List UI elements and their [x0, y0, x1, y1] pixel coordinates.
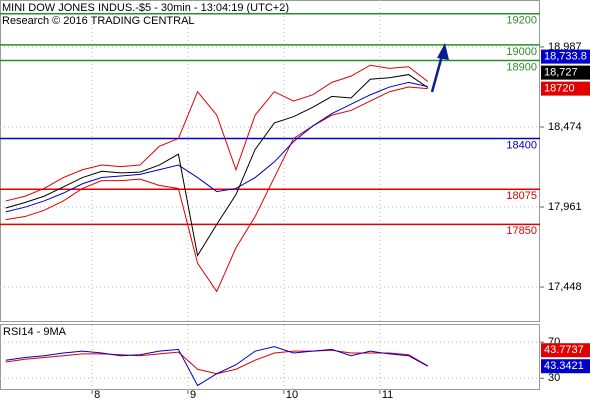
series-line	[5, 349, 429, 375]
series-line	[5, 64, 429, 202]
last-value-label: 43.3421	[544, 360, 584, 372]
last-value-label: 43.7737	[544, 344, 584, 356]
y-tick-label: 17,448	[548, 281, 582, 293]
level-label: 18075	[506, 190, 537, 202]
arrow-head	[437, 43, 449, 60]
last-value-box	[541, 359, 590, 374]
x-tick-label: 8	[94, 389, 100, 400]
level-label: 18900	[506, 61, 537, 73]
rsi-frame	[0, 324, 540, 390]
last-value-box	[541, 81, 590, 96]
last-value-label: 18720	[544, 83, 575, 95]
level-label: 17850	[506, 225, 537, 237]
series-line	[5, 346, 429, 387]
x-tick-label: 11	[382, 389, 393, 400]
level-label: 18400	[506, 139, 537, 151]
y-tick-label: 30	[548, 372, 560, 384]
chart-subtitle: Research © 2016 TRADING CENTRAL	[2, 15, 195, 27]
main-frame	[0, 0, 540, 322]
level-label: 19000	[506, 46, 537, 58]
x-tick-label: 10	[286, 389, 298, 400]
last-value-box	[541, 65, 590, 80]
y-tick-label: 18,474	[548, 121, 582, 133]
last-value-box	[541, 343, 590, 358]
chart-title: MINI DOW JONES INDUS.-$5 - 30min - 13:04…	[2, 2, 289, 14]
last-value-box	[541, 49, 590, 64]
level-label: 19200	[506, 15, 537, 27]
series-line	[5, 81, 428, 213]
y-tick-label: 17,961	[548, 201, 582, 213]
x-tick-label: 9	[190, 389, 196, 400]
series-line	[5, 86, 428, 293]
last-value-label: 18,727	[544, 67, 578, 79]
series-line	[5, 74, 429, 257]
projection-arrow	[430, 43, 449, 93]
rsi-title: RSI14 - 9MA	[3, 326, 67, 338]
last-value-label: 18,733.8	[544, 51, 587, 63]
